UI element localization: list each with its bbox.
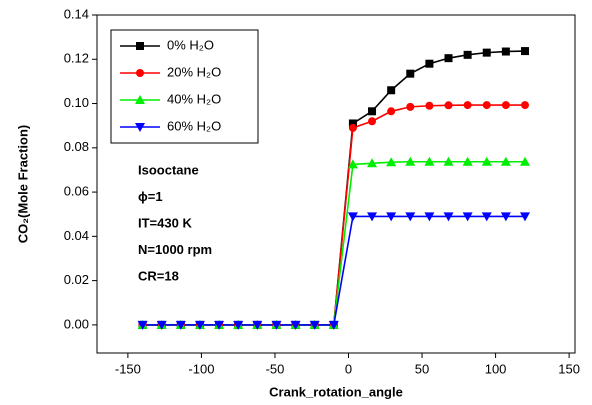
marker [387, 107, 396, 116]
marker [348, 123, 357, 132]
marker [444, 54, 453, 63]
marker [328, 320, 339, 330]
marker [481, 212, 492, 222]
y-tick-label: 0.08 [64, 139, 89, 154]
marker [156, 320, 167, 330]
marker [501, 101, 510, 110]
marker [387, 86, 396, 95]
marker [425, 59, 434, 68]
marker [309, 320, 320, 330]
marker [348, 119, 357, 128]
marker [500, 212, 511, 222]
marker [444, 101, 453, 110]
marker [406, 102, 415, 111]
y-tick-label: 0.14 [64, 6, 89, 21]
series-line [142, 215, 525, 326]
x-axis-label: Crank_rotation_angle [269, 384, 403, 399]
marker [368, 117, 377, 126]
y-tick-label: 0.12 [64, 51, 89, 66]
x-tick-label: 150 [558, 361, 580, 376]
marker [406, 69, 415, 78]
y-tick-label: 0.06 [64, 184, 89, 199]
marker [482, 48, 491, 57]
marker [271, 320, 282, 330]
legend-label: 20% H₂O [167, 64, 221, 79]
marker [462, 212, 473, 222]
marker [463, 50, 472, 59]
x-tick-label: 50 [415, 361, 429, 376]
marker [519, 212, 530, 222]
y-tick-label: 0.10 [64, 95, 89, 110]
marker [367, 158, 378, 168]
marker [136, 42, 144, 50]
x-tick-label: -150 [115, 361, 141, 376]
marker [135, 123, 145, 132]
annotation: CR=18 [138, 268, 179, 283]
legend-label: 40% H₂O [167, 91, 221, 106]
marker [425, 101, 434, 110]
marker [290, 320, 301, 330]
plot-frame [96, 14, 576, 354]
marker [405, 212, 416, 222]
annotation: IT=430 K [138, 215, 192, 230]
marker [405, 156, 416, 166]
marker [443, 156, 454, 166]
marker [194, 320, 205, 330]
marker [462, 156, 473, 166]
annotation: N=1000 rpm [138, 242, 212, 257]
marker [135, 95, 145, 104]
x-tick-label: -50 [266, 361, 285, 376]
annotation: ϕ=1 [138, 189, 163, 204]
x-tick-label: 100 [485, 361, 507, 376]
annotation: Isooctane [138, 162, 199, 177]
marker [386, 212, 397, 222]
marker [136, 69, 144, 77]
legend-box [110, 29, 259, 144]
marker [233, 320, 244, 330]
y-axis-label: CO₂(Mole Fraction) [15, 125, 30, 243]
marker [137, 320, 148, 330]
y-tick-label: 0.04 [64, 228, 89, 243]
y-tick-label: 0.00 [64, 316, 89, 331]
marker [252, 320, 263, 330]
marker [482, 101, 491, 110]
marker [214, 320, 225, 330]
legend-label: 60% H₂O [167, 118, 221, 133]
marker [520, 101, 529, 110]
legend-label: 0% H₂O [167, 37, 214, 52]
marker [386, 157, 397, 167]
x-tick-label: -100 [188, 361, 214, 376]
y-tick-label: 0.02 [64, 272, 89, 287]
marker [481, 156, 492, 166]
marker [424, 156, 435, 166]
marker [519, 156, 530, 166]
marker [443, 212, 454, 222]
marker [463, 101, 472, 110]
marker [501, 47, 510, 56]
marker [520, 47, 529, 56]
marker [368, 107, 377, 116]
marker [175, 320, 186, 330]
marker [347, 212, 358, 222]
x-tick-label: 0 [345, 361, 352, 376]
marker [500, 156, 511, 166]
marker [367, 212, 378, 222]
marker [424, 212, 435, 222]
marker [347, 159, 358, 169]
